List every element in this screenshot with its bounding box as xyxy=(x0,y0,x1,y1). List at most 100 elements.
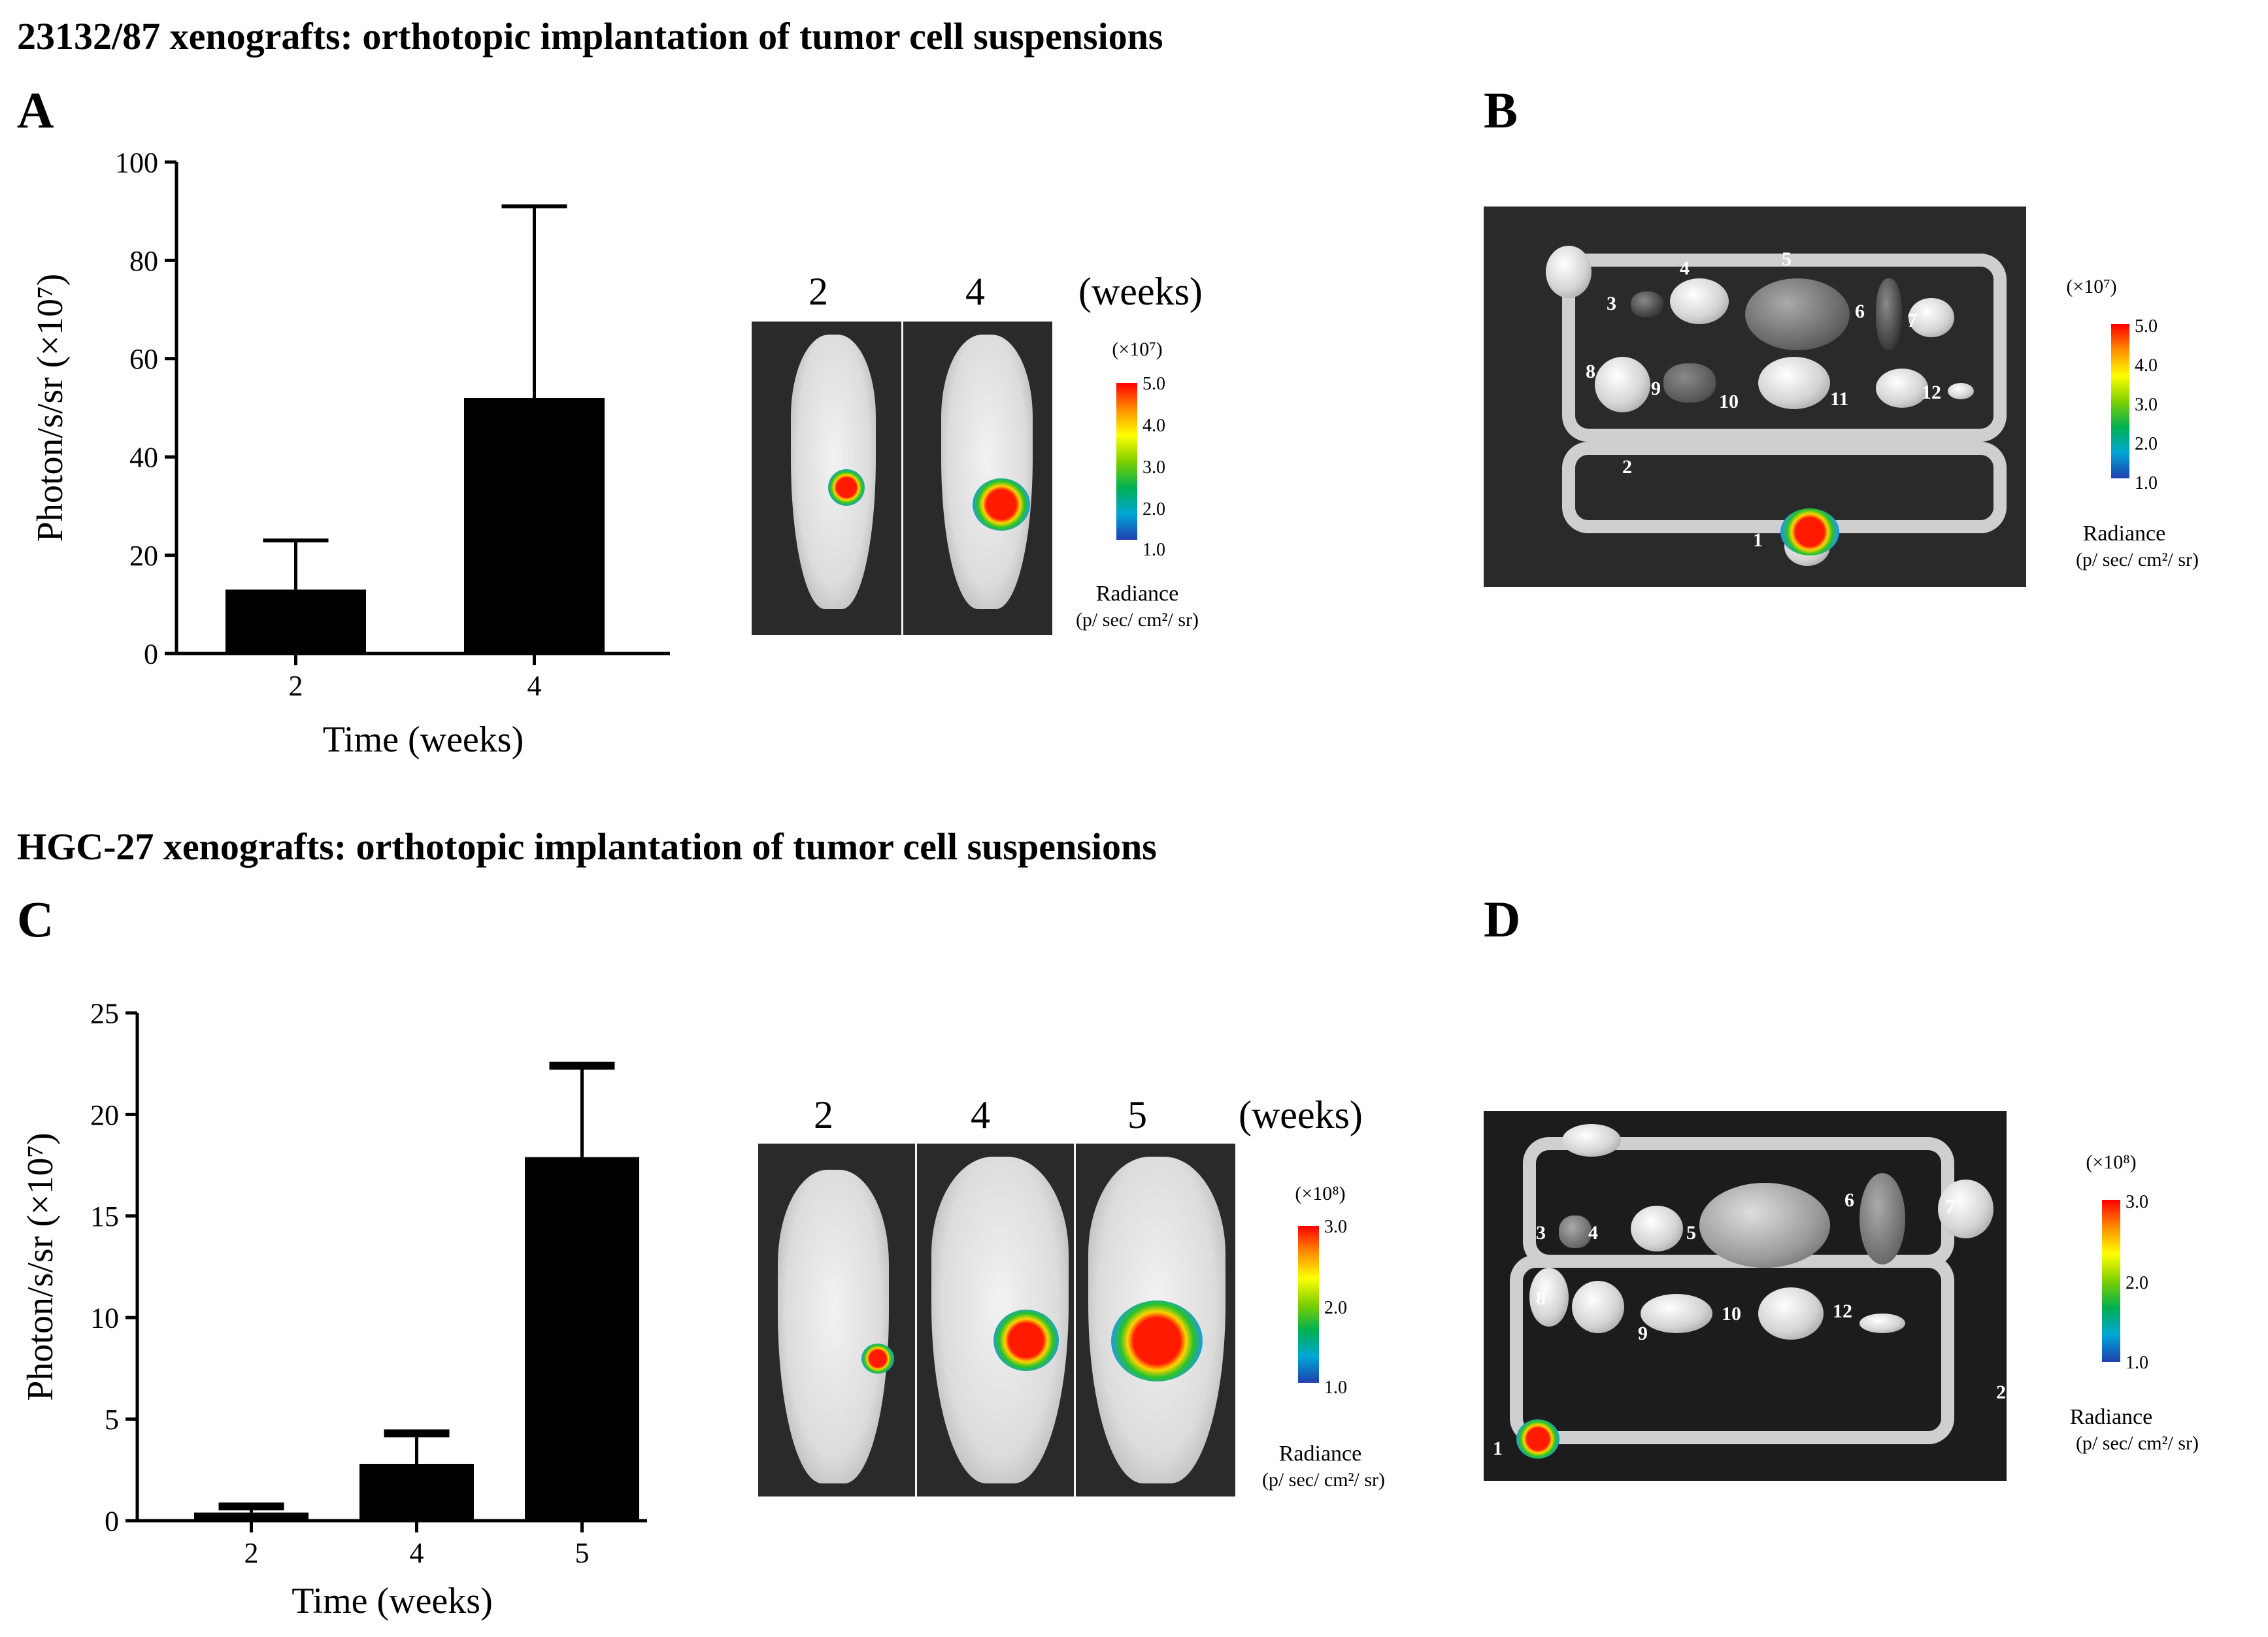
organ-number: 6 xyxy=(1855,301,1865,322)
y-tick-label: 40 xyxy=(129,442,158,474)
signal-week-2 xyxy=(828,469,865,506)
scale-tick: 2.0 xyxy=(1142,499,1165,520)
y-tick-label: 60 xyxy=(129,343,158,375)
y-axis-label: Photon/s/sr (×10⁷) xyxy=(20,1133,61,1400)
imaging-panel-c: 2 4 5 (weeks) (×10⁸) 3.0 2.0 1.0 Radianc… xyxy=(752,1078,1438,1536)
x-axis-label: Time (weeks) xyxy=(292,1581,492,1621)
panel-letter-a: A xyxy=(17,82,54,139)
bar-chart-c: 0 5 10 15 20 25 2 4 5 Time (weeks) Photon/s/sr (×1… xyxy=(20,997,647,1621)
radiance-title-d: Radiance xyxy=(2069,1405,2153,1429)
scale-tick: 2.0 xyxy=(1324,1298,1347,1318)
scale-tick: 4.0 xyxy=(2135,356,2158,376)
signal-organ-b xyxy=(1780,508,1839,555)
y-tick-label: 15 xyxy=(90,1200,119,1232)
organ-photo-d: 1 2 3 4 5 6 7 8 9 10 12 xyxy=(1484,1111,2007,1481)
x-axis-label: Time (weeks) xyxy=(323,719,524,760)
radiance-title-b: Radiance xyxy=(2082,521,2166,546)
scale-tick: 3.0 xyxy=(1324,1217,1347,1237)
organ-number: 5 xyxy=(1782,248,1792,270)
organ-number: 2 xyxy=(1622,456,1632,478)
scale-tick: 2.0 xyxy=(2135,434,2158,454)
y-tick-label: 20 xyxy=(129,540,158,572)
panel-letter-b: B xyxy=(1484,82,1518,139)
week-label-2: 2 xyxy=(814,1093,833,1136)
scale-tick: 1.0 xyxy=(1142,540,1165,560)
organ-number: 1 xyxy=(1493,1438,1503,1459)
bar xyxy=(464,397,605,653)
scale-tick: 1.0 xyxy=(2126,1353,2148,1373)
signal-organ-d xyxy=(1516,1419,1559,1459)
radiance-unit-b: (p/ sec/ cm²/ sr) xyxy=(2075,549,2199,570)
colorbar-c xyxy=(1298,1226,1319,1383)
organ-number: 7 xyxy=(1945,1196,1955,1217)
radiance-unit-d: (p/ sec/ cm²/ sr) xyxy=(2075,1432,2199,1454)
scale-tick: 3.0 xyxy=(1142,457,1165,478)
organ-number: 1 xyxy=(1753,529,1763,551)
mouse-photo-c xyxy=(758,1144,1235,1496)
colorbar-a xyxy=(1116,383,1137,540)
imaging-panel-a: 2 4 (weeks) (×10⁷) 5.0 4.0 3.0 2.0 1.0 R… xyxy=(745,261,1268,653)
organ-number: 4 xyxy=(1680,257,1690,279)
x-tick-label: 2 xyxy=(244,1537,259,1569)
y-tick-label: 80 xyxy=(129,245,158,277)
panel-letter-d: D xyxy=(1484,891,1521,948)
weeks-unit-label: (weeks) xyxy=(1078,270,1203,313)
colorbar-group-b: (×10⁷) 5.0 4.0 3.0 2.0 1.0 Radiance (p/ … xyxy=(2046,268,2268,595)
panel-letter-c: C xyxy=(17,891,54,948)
colorbar-group-d: (×10⁸) 3.0 2.0 1.0 Radiance (p/ sec/ cm²… xyxy=(2039,1144,2268,1483)
y-tick-label: 5 xyxy=(105,1404,119,1436)
organ-number: 11 xyxy=(1830,388,1849,410)
radiance-unit-c: (p/ sec/ cm²/ sr) xyxy=(1261,1469,1386,1491)
organ-number: 4 xyxy=(1588,1222,1598,1244)
week-label-5: 5 xyxy=(1127,1093,1147,1136)
organ-number: 8 xyxy=(1586,361,1595,382)
organ-number: 7 xyxy=(1907,310,1917,331)
organ-number: 10 xyxy=(1722,1303,1741,1325)
organ-number: 12 xyxy=(1833,1300,1852,1322)
scale-tick: 5.0 xyxy=(1142,374,1165,394)
organ-number: 8 xyxy=(1536,1287,1546,1309)
x-tick-label: 4 xyxy=(527,670,542,702)
bar xyxy=(225,589,366,653)
scale-tick: 4.0 xyxy=(1142,416,1165,436)
scale-tick: 3.0 xyxy=(2126,1192,2148,1212)
organ-number: 6 xyxy=(1844,1189,1854,1211)
signal-week-4 xyxy=(993,1310,1059,1371)
y-tick-label: 25 xyxy=(90,997,119,1029)
scale-tick: 1.0 xyxy=(1324,1378,1347,1398)
scale-tick: 2.0 xyxy=(2126,1273,2148,1293)
bar xyxy=(525,1157,639,1521)
scale-multiplier-c: (×10⁸) xyxy=(1295,1183,1346,1204)
organ-number: 3 xyxy=(1536,1222,1546,1244)
mouse-photo-a xyxy=(752,322,1052,635)
scale-tick: 1.0 xyxy=(2135,473,2158,493)
section-title-top: 23132/87 xenografts: orthotopic implanta… xyxy=(17,15,1163,58)
y-tick-label: 0 xyxy=(105,1505,119,1537)
scale-multiplier-d: (×10⁸) xyxy=(2086,1151,2137,1173)
organ-number: 12 xyxy=(1922,382,1941,403)
x-tick-label: 2 xyxy=(289,670,303,702)
organ-number: 2 xyxy=(1996,1381,2006,1403)
organ-number: 9 xyxy=(1638,1323,1648,1344)
scale-tick: 5.0 xyxy=(2135,316,2158,337)
organ-number: 10 xyxy=(1719,391,1739,412)
radiance-unit-a: (p/ sec/ cm²/ sr) xyxy=(1075,609,1199,631)
signal-week-5 xyxy=(1111,1300,1203,1381)
y-tick-label: 100 xyxy=(115,146,158,178)
organ-number: 3 xyxy=(1607,293,1616,314)
colorbar-d xyxy=(2102,1200,2120,1362)
radiance-title-a: Radiance xyxy=(1095,582,1179,606)
weeks-unit-label: (weeks) xyxy=(1239,1093,1363,1136)
y-tick-label: 10 xyxy=(90,1302,119,1334)
scale-tick: 3.0 xyxy=(2135,395,2158,415)
x-tick-label: 4 xyxy=(410,1537,424,1569)
week-label-4: 4 xyxy=(965,270,985,313)
scale-multiplier-a: (×10⁷) xyxy=(1112,339,1163,360)
signal-week-2 xyxy=(861,1344,894,1374)
y-axis-label: Photon/s/sr (×10⁷) xyxy=(30,274,71,542)
signal-week-4 xyxy=(973,478,1030,531)
scale-multiplier-b: (×10⁷) xyxy=(2066,276,2117,297)
colorbar-b xyxy=(2111,324,2129,478)
x-tick-label: 5 xyxy=(575,1537,590,1569)
